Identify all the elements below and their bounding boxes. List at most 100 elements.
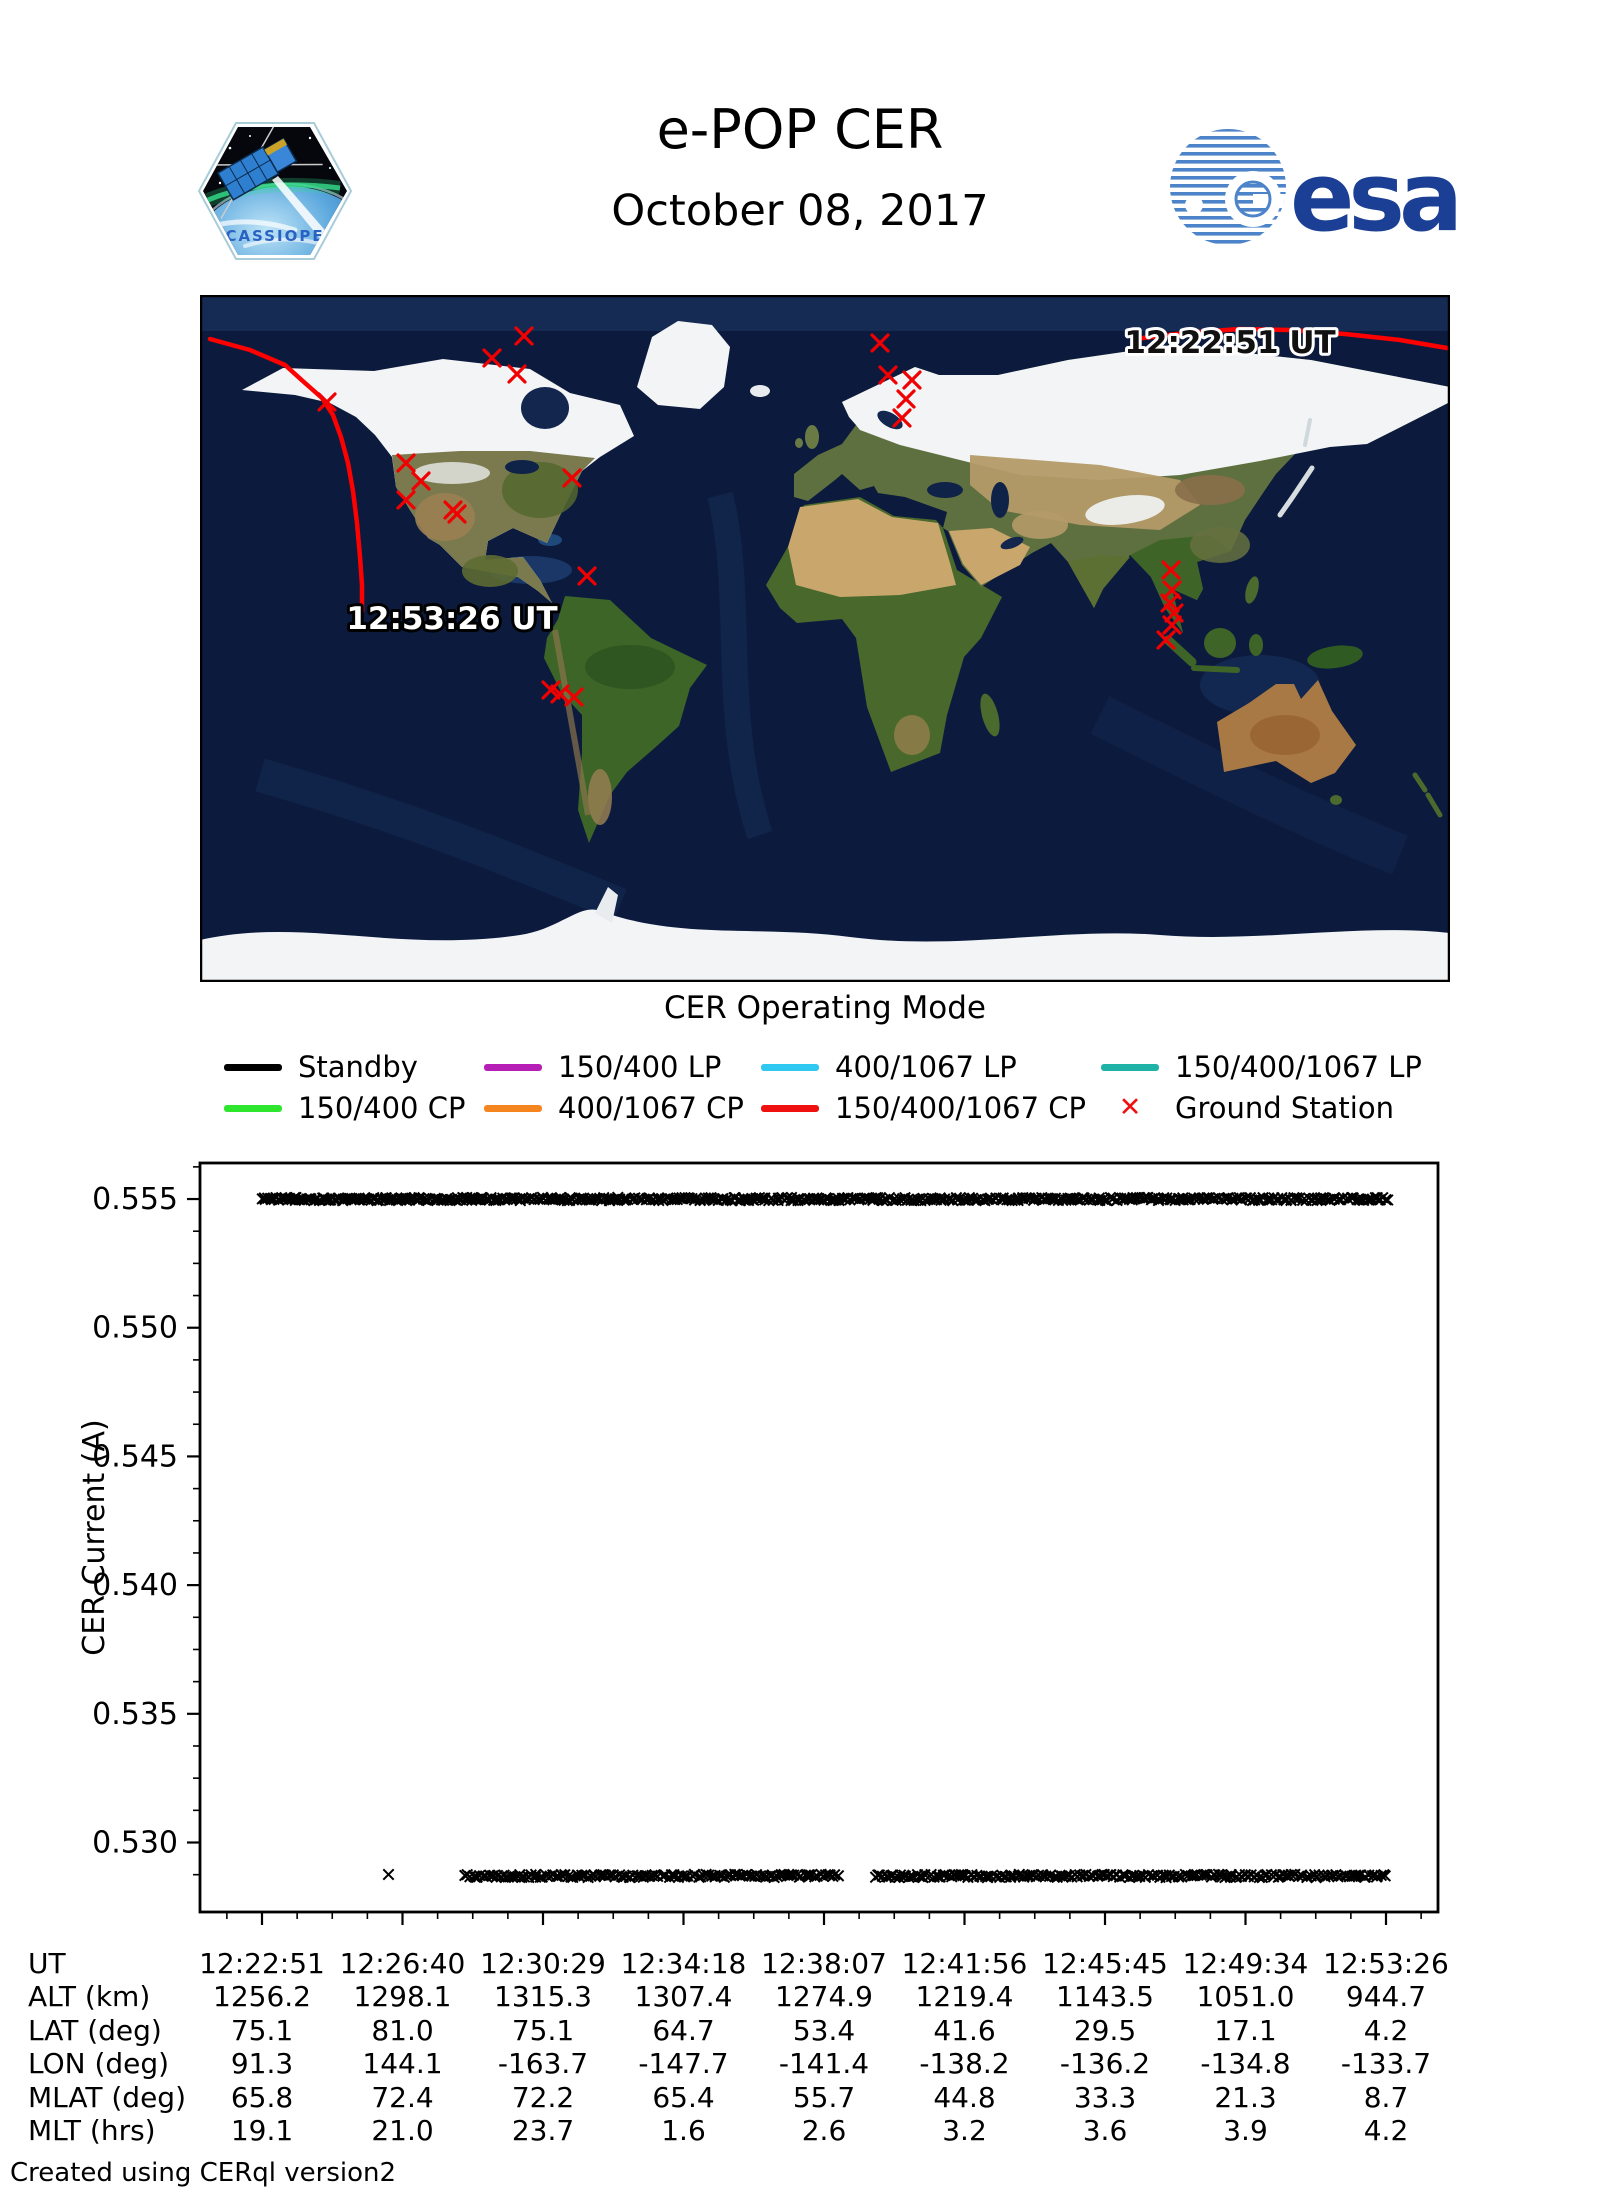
continent-south-america <box>544 596 707 843</box>
table-cell: 3.2 <box>942 2114 987 2147</box>
ground-station-marker <box>396 490 416 510</box>
ground-station-marker <box>1162 615 1182 635</box>
ground-station-marker <box>317 392 337 412</box>
iceland <box>750 385 770 397</box>
y-tick-label: 0.540 <box>92 1568 178 1603</box>
table-row-label: MLT (hrs) <box>28 2114 156 2147</box>
satellite-ground-track <box>1132 326 1450 351</box>
continent-africa <box>766 497 1002 772</box>
table-cell: 65.8 <box>230 2080 294 2114</box>
islands-southeast-asia <box>1163 576 1363 673</box>
page-date: October 08, 2017 <box>611 186 989 236</box>
table-cell: -147.7 <box>638 2047 729 2081</box>
esa-logo: esa <box>1170 129 1463 253</box>
table-cell: 72.2 <box>511 2080 575 2114</box>
cer-current-plot: 0.530 0.535 0.540 0.545 0.550 0.555 CER Curren… <box>77 1161 1440 1925</box>
ground-station-marker <box>482 348 502 368</box>
table-cell: -141.4 <box>778 2047 870 2081</box>
legend-line-swatch <box>224 1104 282 1112</box>
table-cell: 944.7 <box>1345 1980 1427 2014</box>
table-cell: 53.4 <box>792 2013 856 2047</box>
legend-item-label: 150/400 LP <box>558 1050 722 1084</box>
table-cell: 1051.0 <box>1196 1980 1295 2014</box>
y-tick-label: 0.535 <box>92 1697 178 1732</box>
cassiope-mission-patch: CASSIOPE <box>197 122 353 260</box>
legend: Standby 150/400 LP 400/1067 LP 150/400/1067… <box>200 1040 1450 1140</box>
page-title: e-POP CER <box>656 98 944 161</box>
table-cell: 65.4 <box>652 2080 715 2114</box>
y-tick-label: 0.530 <box>92 1826 178 1861</box>
esa-sphere-icon <box>1170 129 1286 245</box>
map-time-label: 12:22:51 UT <box>1124 325 1335 361</box>
greenland <box>637 321 730 409</box>
table-row-label: LAT (deg) <box>28 2013 162 2047</box>
ground-station-marker <box>564 687 584 707</box>
scatter-points <box>256 1191 1394 1884</box>
table-cell: 75.1 <box>230 2013 294 2047</box>
world-map: 12:22:51 UT 12:53:26 UT <box>200 295 1450 982</box>
ground-station-marker <box>541 680 561 700</box>
ground-station-marker <box>896 389 916 409</box>
legend-item-label: Standby <box>298 1050 418 1084</box>
esa-wordmark: esa <box>1290 143 1457 253</box>
legend-line-swatch <box>484 1104 542 1112</box>
continent-antarctica <box>200 909 1450 982</box>
y-tick-label: 0.550 <box>92 1311 178 1346</box>
patch-wordmark: CASSIOPE <box>225 227 324 245</box>
ground-station-x-icon: ✕ <box>1118 1092 1142 1123</box>
table-cell: 41.6 <box>933 2013 996 2047</box>
map-time-label: 12:53:26 UT <box>346 601 557 637</box>
table-cell: 44.8 <box>933 2080 996 2114</box>
table-cell: 21.3 <box>1214 2080 1277 2114</box>
legend-item-400-1067-lp: 400/1067 LP <box>761 1050 1017 1084</box>
legend-item-150-400-1067-lp: 150/400/1067 LP <box>1101 1050 1422 1084</box>
ground-station-marker <box>514 326 534 346</box>
ground-station-marker <box>892 408 912 428</box>
legend-line-swatch <box>224 1063 282 1071</box>
table-cell: 55.7 <box>792 2080 856 2114</box>
antarctic-peninsula <box>595 887 618 923</box>
table-cell: 4.2 <box>1363 2013 1409 2047</box>
continent-eurasia <box>794 345 1450 633</box>
table-cell: 81.0 <box>371 2013 434 2047</box>
y-axis-label: CER Current (A) <box>77 1419 112 1655</box>
table-cell: 1143.5 <box>1056 1980 1154 2014</box>
legend-line-swatch <box>484 1063 542 1071</box>
legend-item-standby: Standby <box>224 1050 418 1084</box>
table-cell: 1274.9 <box>775 1980 873 2014</box>
table-cell: 21.0 <box>371 2114 434 2147</box>
map-overlay: 12:22:51 UT 12:53:26 UT <box>207 322 1450 707</box>
ground-station-marker <box>1160 593 1180 613</box>
legend-item-400-1067-cp: 400/1067 CP <box>484 1091 744 1125</box>
satellite-illustration <box>203 127 323 219</box>
table-cell: 17.1 <box>1214 2013 1277 2047</box>
legend-item-label: 150/400/1067 LP <box>1175 1050 1422 1084</box>
table-cell: 1298.1 <box>353 1980 452 2014</box>
ground-station-marker <box>507 364 527 384</box>
table-cell: 72.4 <box>371 2080 434 2114</box>
ground-station-marker <box>562 468 582 488</box>
table-cell: 1307.4 <box>634 1980 733 2014</box>
legend-line-swatch <box>761 1104 819 1112</box>
table-cell: 4.2 <box>1363 2114 1409 2147</box>
table-cell: 75.1 <box>511 2013 575 2047</box>
table-cell: 1315.3 <box>494 1980 592 2014</box>
satellite-ground-track <box>207 336 365 614</box>
table-cell: 1219.4 <box>915 1980 1014 2014</box>
header: CASSIOPE e-POP CER October 08, 2017 <box>0 0 1600 290</box>
ground-station-marker <box>1156 630 1176 650</box>
ground-station-marker <box>577 566 597 586</box>
y-tick-label: 0.555 <box>92 1182 178 1217</box>
footer-credit: Created using CERql version2 <box>10 2158 397 2188</box>
ground-station-marker <box>870 333 890 353</box>
table-cell: -136.2 <box>1059 2047 1151 2081</box>
continent-australia <box>1217 680 1443 818</box>
table-cell: 29.5 <box>1073 2013 1137 2047</box>
ground-station-marker <box>411 471 431 491</box>
table-cell: 19.1 <box>230 2114 294 2147</box>
table-cell: 91.3 <box>230 2047 294 2081</box>
legend-item-label: 400/1067 LP <box>835 1050 1017 1084</box>
table-cell: 23.7 <box>511 2114 575 2147</box>
legend-line-swatch <box>761 1063 819 1071</box>
ground-station-marker <box>902 370 922 390</box>
